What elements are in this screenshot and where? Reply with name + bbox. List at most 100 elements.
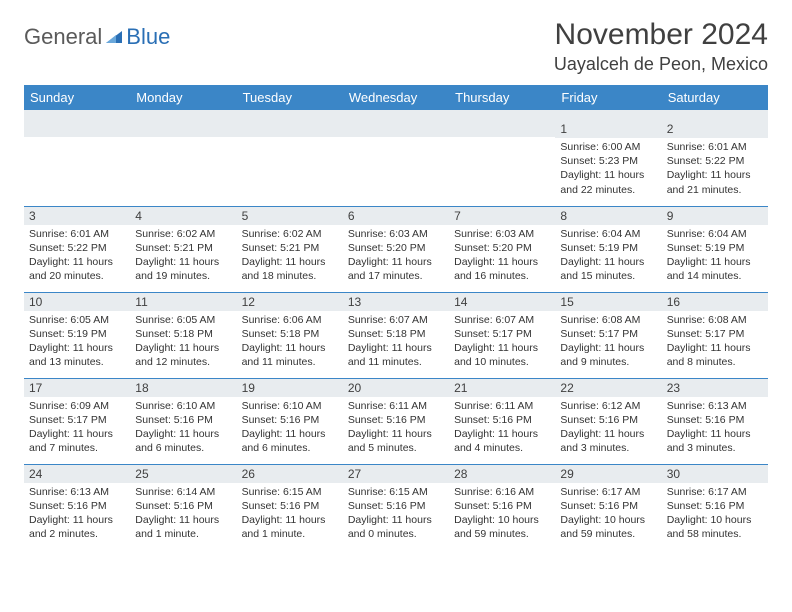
day-number: 30 (662, 465, 768, 483)
sunrise-line: Sunrise: 6:08 AM (560, 313, 656, 327)
day2-line: and 19 minutes. (135, 269, 231, 283)
day2-line: and 16 minutes. (454, 269, 550, 283)
logo-text-general: General (24, 24, 102, 50)
day-info: Sunrise: 6:04 AMSunset: 5:19 PMDaylight:… (662, 225, 768, 288)
day-info: Sunrise: 6:05 AMSunset: 5:18 PMDaylight:… (130, 311, 236, 374)
sunrise-line: Sunrise: 6:13 AM (29, 485, 125, 499)
day-number: 14 (449, 293, 555, 311)
day-number: 18 (130, 379, 236, 397)
day-number: 29 (555, 465, 661, 483)
page-title: November 2024 (554, 18, 768, 52)
day1-line: Daylight: 11 hours (560, 255, 656, 269)
day-number: 1 (555, 120, 661, 138)
day1-line: Daylight: 11 hours (135, 255, 231, 269)
sunrise-line: Sunrise: 6:07 AM (348, 313, 444, 327)
day1-line: Daylight: 11 hours (348, 255, 444, 269)
day1-line: Daylight: 11 hours (135, 341, 231, 355)
day2-line: and 4 minutes. (454, 441, 550, 455)
day-info: Sunrise: 6:10 AMSunset: 5:16 PMDaylight:… (237, 397, 343, 460)
sunset-line: Sunset: 5:16 PM (454, 413, 550, 427)
sunrise-line: Sunrise: 6:10 AM (242, 399, 338, 413)
sunset-line: Sunset: 5:21 PM (242, 241, 338, 255)
calendar-row: 17Sunrise: 6:09 AMSunset: 5:17 PMDayligh… (24, 378, 768, 464)
calendar-cell: 28Sunrise: 6:16 AMSunset: 5:16 PMDayligh… (449, 464, 555, 550)
day-number (343, 120, 449, 137)
sunrise-line: Sunrise: 6:07 AM (454, 313, 550, 327)
sunset-line: Sunset: 5:17 PM (454, 327, 550, 341)
sunrise-line: Sunrise: 6:11 AM (348, 399, 444, 413)
sunrise-line: Sunrise: 6:10 AM (135, 399, 231, 413)
sunset-line: Sunset: 5:20 PM (454, 241, 550, 255)
calendar-cell: 5Sunrise: 6:02 AMSunset: 5:21 PMDaylight… (237, 206, 343, 292)
sunrise-line: Sunrise: 6:15 AM (348, 485, 444, 499)
calendar-cell (237, 120, 343, 206)
day-info: Sunrise: 6:15 AMSunset: 5:16 PMDaylight:… (237, 483, 343, 546)
sunset-line: Sunset: 5:16 PM (348, 413, 444, 427)
day1-line: Daylight: 11 hours (242, 341, 338, 355)
day1-line: Daylight: 11 hours (454, 255, 550, 269)
day-number: 2 (662, 120, 768, 138)
day-number: 6 (343, 207, 449, 225)
day-number: 27 (343, 465, 449, 483)
day2-line: and 20 minutes. (29, 269, 125, 283)
weekday-header: Wednesday (343, 85, 449, 110)
day-info: Sunrise: 6:15 AMSunset: 5:16 PMDaylight:… (343, 483, 449, 546)
day1-line: Daylight: 11 hours (560, 341, 656, 355)
calendar-cell: 7Sunrise: 6:03 AMSunset: 5:20 PMDaylight… (449, 206, 555, 292)
day-number: 13 (343, 293, 449, 311)
calendar-cell: 11Sunrise: 6:05 AMSunset: 5:18 PMDayligh… (130, 292, 236, 378)
day-info: Sunrise: 6:13 AMSunset: 5:16 PMDaylight:… (662, 397, 768, 460)
calendar-body: 1Sunrise: 6:00 AMSunset: 5:23 PMDaylight… (24, 120, 768, 550)
day-info: Sunrise: 6:00 AMSunset: 5:23 PMDaylight:… (555, 138, 661, 201)
day1-line: Daylight: 11 hours (454, 427, 550, 441)
day1-line: Daylight: 10 hours (454, 513, 550, 527)
day-number: 5 (237, 207, 343, 225)
day-info: Sunrise: 6:05 AMSunset: 5:19 PMDaylight:… (24, 311, 130, 374)
sunset-line: Sunset: 5:18 PM (348, 327, 444, 341)
day-info: Sunrise: 6:10 AMSunset: 5:16 PMDaylight:… (130, 397, 236, 460)
calendar-cell: 2Sunrise: 6:01 AMSunset: 5:22 PMDaylight… (662, 120, 768, 206)
calendar-cell (449, 120, 555, 206)
day-number: 22 (555, 379, 661, 397)
day-info: Sunrise: 6:08 AMSunset: 5:17 PMDaylight:… (662, 311, 768, 374)
sunset-line: Sunset: 5:16 PM (348, 499, 444, 513)
day2-line: and 6 minutes. (135, 441, 231, 455)
day2-line: and 59 minutes. (560, 527, 656, 541)
day2-line: and 22 minutes. (560, 183, 656, 197)
sunset-line: Sunset: 5:16 PM (135, 499, 231, 513)
sunset-line: Sunset: 5:20 PM (348, 241, 444, 255)
sunset-line: Sunset: 5:17 PM (29, 413, 125, 427)
day-info: Sunrise: 6:14 AMSunset: 5:16 PMDaylight:… (130, 483, 236, 546)
sunrise-line: Sunrise: 6:05 AM (135, 313, 231, 327)
sunset-line: Sunset: 5:16 PM (667, 499, 763, 513)
logo: General Blue (24, 18, 170, 50)
calendar-cell: 25Sunrise: 6:14 AMSunset: 5:16 PMDayligh… (130, 464, 236, 550)
sunrise-line: Sunrise: 6:01 AM (667, 140, 763, 154)
sunrise-line: Sunrise: 6:02 AM (135, 227, 231, 241)
sunset-line: Sunset: 5:16 PM (454, 499, 550, 513)
day2-line: and 2 minutes. (29, 527, 125, 541)
day2-line: and 58 minutes. (667, 527, 763, 541)
day1-line: Daylight: 11 hours (667, 341, 763, 355)
sunrise-line: Sunrise: 6:01 AM (29, 227, 125, 241)
sunset-line: Sunset: 5:23 PM (560, 154, 656, 168)
calendar-cell: 30Sunrise: 6:17 AMSunset: 5:16 PMDayligh… (662, 464, 768, 550)
day-info: Sunrise: 6:07 AMSunset: 5:18 PMDaylight:… (343, 311, 449, 374)
weekday-header: Saturday (662, 85, 768, 110)
calendar-cell: 18Sunrise: 6:10 AMSunset: 5:16 PMDayligh… (130, 378, 236, 464)
calendar-cell: 29Sunrise: 6:17 AMSunset: 5:16 PMDayligh… (555, 464, 661, 550)
sunset-line: Sunset: 5:22 PM (667, 154, 763, 168)
day-number (24, 120, 130, 137)
sunset-line: Sunset: 5:16 PM (29, 499, 125, 513)
sunset-line: Sunset: 5:16 PM (667, 413, 763, 427)
day1-line: Daylight: 11 hours (348, 513, 444, 527)
day-number: 3 (24, 207, 130, 225)
day1-line: Daylight: 10 hours (560, 513, 656, 527)
calendar-cell: 14Sunrise: 6:07 AMSunset: 5:17 PMDayligh… (449, 292, 555, 378)
day-info: Sunrise: 6:07 AMSunset: 5:17 PMDaylight:… (449, 311, 555, 374)
calendar-cell: 1Sunrise: 6:00 AMSunset: 5:23 PMDaylight… (555, 120, 661, 206)
sunrise-line: Sunrise: 6:04 AM (560, 227, 656, 241)
day-info: Sunrise: 6:03 AMSunset: 5:20 PMDaylight:… (449, 225, 555, 288)
sunrise-line: Sunrise: 6:17 AM (667, 485, 763, 499)
sunrise-line: Sunrise: 6:03 AM (348, 227, 444, 241)
